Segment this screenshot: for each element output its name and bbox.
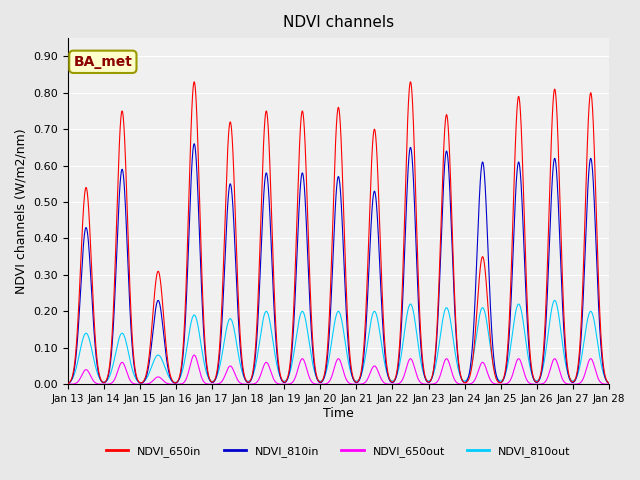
Legend: NDVI_650in, NDVI_810in, NDVI_650out, NDVI_810out: NDVI_650in, NDVI_810in, NDVI_650out, NDV… xyxy=(102,442,575,461)
Title: NDVI channels: NDVI channels xyxy=(283,15,394,30)
Y-axis label: NDVI channels (W/m2/nm): NDVI channels (W/m2/nm) xyxy=(15,128,28,294)
X-axis label: Time: Time xyxy=(323,407,354,420)
Text: BA_met: BA_met xyxy=(74,55,132,69)
